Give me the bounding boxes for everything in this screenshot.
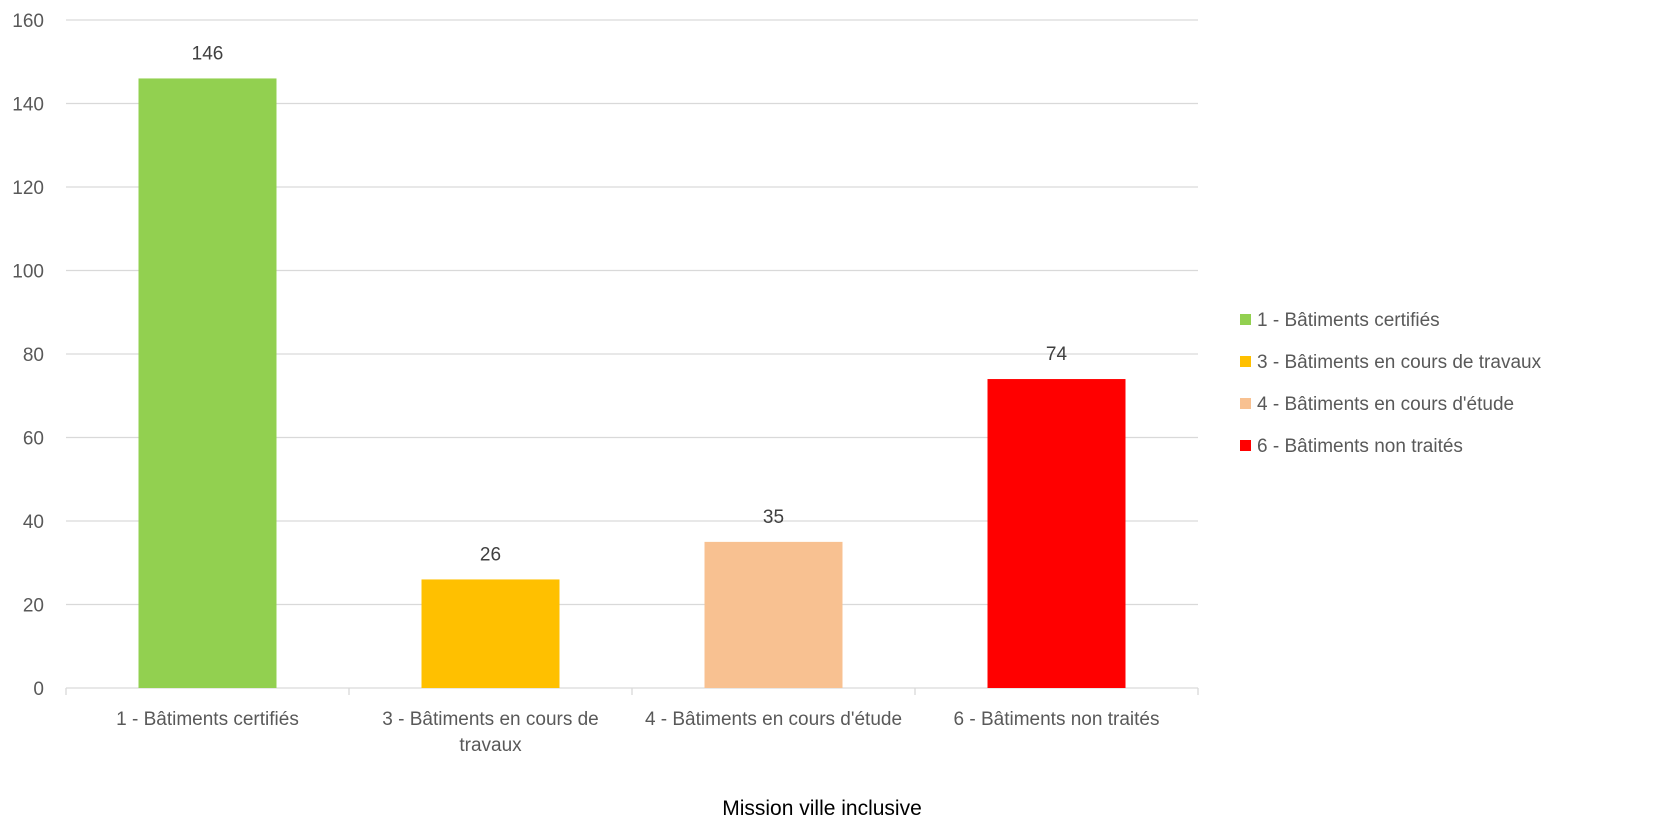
legend: 1 - Bâtiments certifiés 3 - Bâtiments en …	[1240, 310, 1542, 457]
y-tick-label: 20	[23, 596, 44, 617]
legend-swatch	[1240, 440, 1251, 451]
data-labels: 146 26 35 74	[192, 43, 1068, 565]
y-tick-label: 120	[12, 178, 44, 199]
x-tick-label: 1 - Bâtiments certifiés	[116, 709, 299, 730]
bar	[138, 78, 277, 688]
x-axis-title: Mission ville inclusive	[722, 797, 922, 820]
legend-label: 3 - Bâtiments en cours de travaux	[1257, 352, 1542, 373]
data-label: 35	[763, 507, 784, 528]
legend-swatch	[1240, 398, 1251, 409]
legend-label: 6 - Bâtiments non traités	[1257, 436, 1463, 457]
y-tick-label: 80	[23, 345, 44, 366]
x-tick-label: 6 - Bâtiments non traités	[954, 709, 1160, 730]
y-tick-label: 160	[12, 11, 44, 32]
legend-swatch	[1240, 314, 1251, 325]
y-tick-label: 40	[23, 512, 44, 533]
data-label: 26	[480, 544, 501, 565]
x-tick-label: 4 - Bâtiments en cours d'étude	[645, 709, 902, 730]
y-axis-tick-labels: 0 20 40 60 80 100 120 140 160	[12, 11, 44, 700]
bars	[138, 78, 1126, 688]
data-label: 74	[1046, 344, 1068, 365]
y-tick-label: 100	[12, 262, 44, 283]
bar	[704, 541, 843, 688]
x-axis-tick-labels: 1 - Bâtiments certifiés 3 - Bâtiments en …	[116, 709, 1159, 756]
legend-label: 4 - Bâtiments en cours d'étude	[1257, 394, 1514, 415]
y-tick-label: 0	[33, 679, 44, 700]
legend-swatch	[1240, 356, 1251, 367]
bar	[421, 579, 560, 688]
y-tick-label: 140	[12, 95, 44, 116]
y-tick-label: 60	[23, 429, 44, 450]
x-axis	[65, 687, 1199, 695]
x-tick-label: 3 - Bâtiments en cours de travaux	[382, 709, 599, 756]
data-label: 146	[192, 43, 224, 64]
bar	[987, 379, 1126, 688]
legend-label: 1 - Bâtiments certifiés	[1257, 310, 1440, 331]
